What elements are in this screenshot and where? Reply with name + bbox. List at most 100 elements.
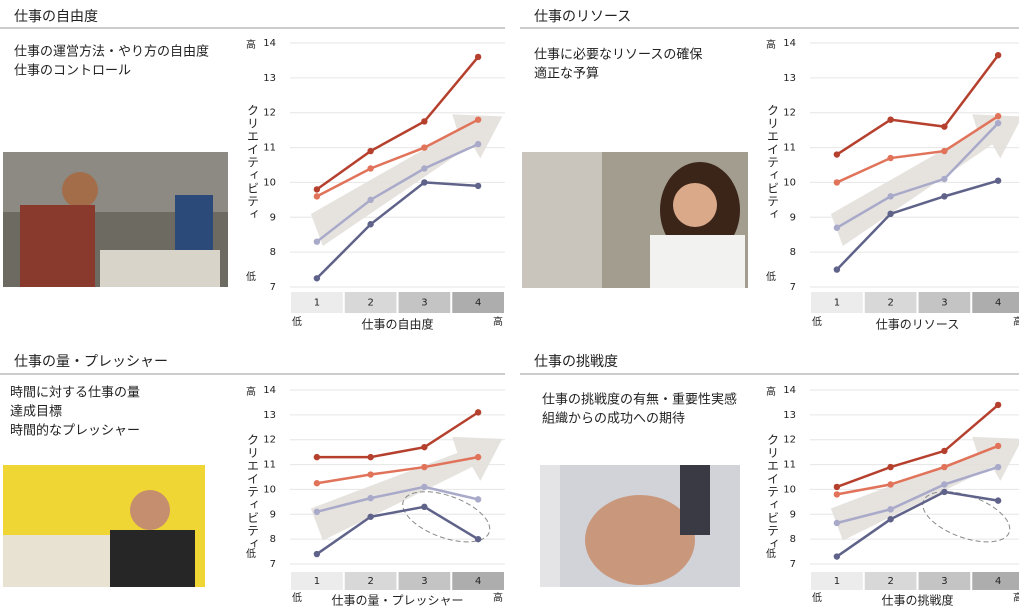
y-low-label: 低 [246, 270, 256, 283]
series-line [836, 403, 999, 489]
y-tick-label: 12 [783, 108, 796, 119]
y-tick-label: 12 [783, 435, 796, 446]
y-low-label: 低 [246, 547, 256, 560]
y-tick-label: 9 [270, 509, 276, 520]
series-point [474, 496, 482, 503]
series-point [994, 119, 1002, 127]
series-point [421, 503, 428, 511]
y-tick-label: 14 [263, 38, 276, 49]
category-cell [972, 572, 1019, 590]
series-line [316, 142, 479, 243]
y-axis-title: クリエイティビティ [766, 104, 780, 221]
series-point [421, 463, 428, 471]
description: 組織からの成功への期待 [542, 412, 685, 427]
series-point [313, 193, 321, 200]
category-cell [291, 292, 343, 313]
series-point [833, 491, 841, 498]
y-low-label: 低 [766, 547, 776, 560]
series-point [474, 535, 482, 543]
x-low-label: 低 [292, 315, 302, 328]
series-line [316, 411, 479, 459]
series-line [316, 505, 479, 556]
y-tick-label: 7 [270, 559, 276, 570]
panel-title: 仕事の挑戦度 [534, 354, 618, 370]
series-line [315, 181, 479, 280]
photo [522, 152, 748, 288]
series-point [421, 179, 428, 186]
series-point [941, 123, 948, 130]
category-cell [972, 292, 1019, 313]
series-point [313, 186, 321, 193]
x-tick-label: 4 [475, 298, 481, 309]
y-tick-label: 8 [270, 247, 276, 258]
x-tick-label: 4 [475, 576, 481, 587]
y-tick-label: 9 [790, 212, 796, 223]
x-high-label: 高 [1013, 591, 1019, 604]
series-line [316, 56, 480, 191]
series-point [833, 266, 841, 273]
description: 仕事に必要なリソースの確保 [534, 47, 702, 63]
series-point [994, 113, 1002, 120]
x-tick-label: 1 [314, 298, 320, 309]
series-point [887, 516, 894, 523]
x-tick-label: 1 [834, 298, 840, 309]
x-high-label: 高 [493, 315, 503, 328]
category-cell [864, 572, 917, 590]
series-line [836, 54, 1000, 156]
series-point [474, 53, 482, 61]
trend-arrow [830, 114, 1019, 246]
series-point [367, 221, 374, 228]
photo [3, 152, 228, 287]
series-point [994, 177, 1002, 184]
category-cell [918, 572, 971, 590]
x-tick-label: 4 [995, 298, 1001, 309]
y-tick-label: 10 [783, 177, 796, 188]
series-point [313, 238, 321, 245]
category-cell [452, 572, 504, 590]
category-cell [918, 292, 971, 313]
series-point [941, 193, 948, 200]
series-point [474, 116, 482, 123]
series-point [313, 508, 321, 515]
y-tick-label: 12 [263, 108, 276, 119]
y-tick-label: 10 [263, 484, 276, 495]
trend-arrow [310, 436, 503, 541]
series-point [887, 193, 894, 200]
series-point [941, 447, 948, 455]
series-point [367, 453, 374, 461]
y-tick-label: 8 [790, 534, 796, 545]
series-point [941, 463, 948, 471]
series-point [474, 409, 482, 416]
series-point [313, 480, 321, 487]
series-point [421, 165, 428, 172]
series-line [316, 485, 479, 514]
y-axis-title: クリエイティビティ [246, 104, 260, 221]
series-line [836, 444, 999, 496]
description: 適正な予算 [534, 66, 599, 82]
series-point [474, 140, 482, 148]
series-point [994, 463, 1002, 471]
description: 仕事の運営方法・やり方の自由度 [14, 44, 209, 60]
description: 仕事の挑戦度の有無・重要性実感 [542, 392, 737, 408]
x-tick-label: 2 [367, 576, 373, 587]
y-tick-label: 14 [263, 385, 276, 396]
series-line [836, 115, 999, 184]
x-tick-label: 1 [314, 576, 320, 587]
y-low-label: 低 [766, 270, 776, 283]
category-cell [452, 292, 504, 313]
series-point [887, 463, 894, 471]
x-high-label: 高 [493, 591, 503, 604]
series-line [316, 455, 479, 485]
series-point [367, 196, 374, 204]
series-point [887, 481, 894, 488]
series-point [474, 453, 482, 461]
y-tick-label: 13 [263, 73, 276, 84]
trend-arrow [830, 436, 1019, 541]
y-high-label: 高 [766, 385, 776, 398]
description: 時間的なプレッシャー [10, 423, 140, 439]
category-cell [398, 292, 451, 313]
category-cell [811, 572, 863, 590]
category-cell [864, 292, 917, 313]
y-tick-label: 11 [783, 460, 796, 471]
photo [3, 465, 205, 587]
